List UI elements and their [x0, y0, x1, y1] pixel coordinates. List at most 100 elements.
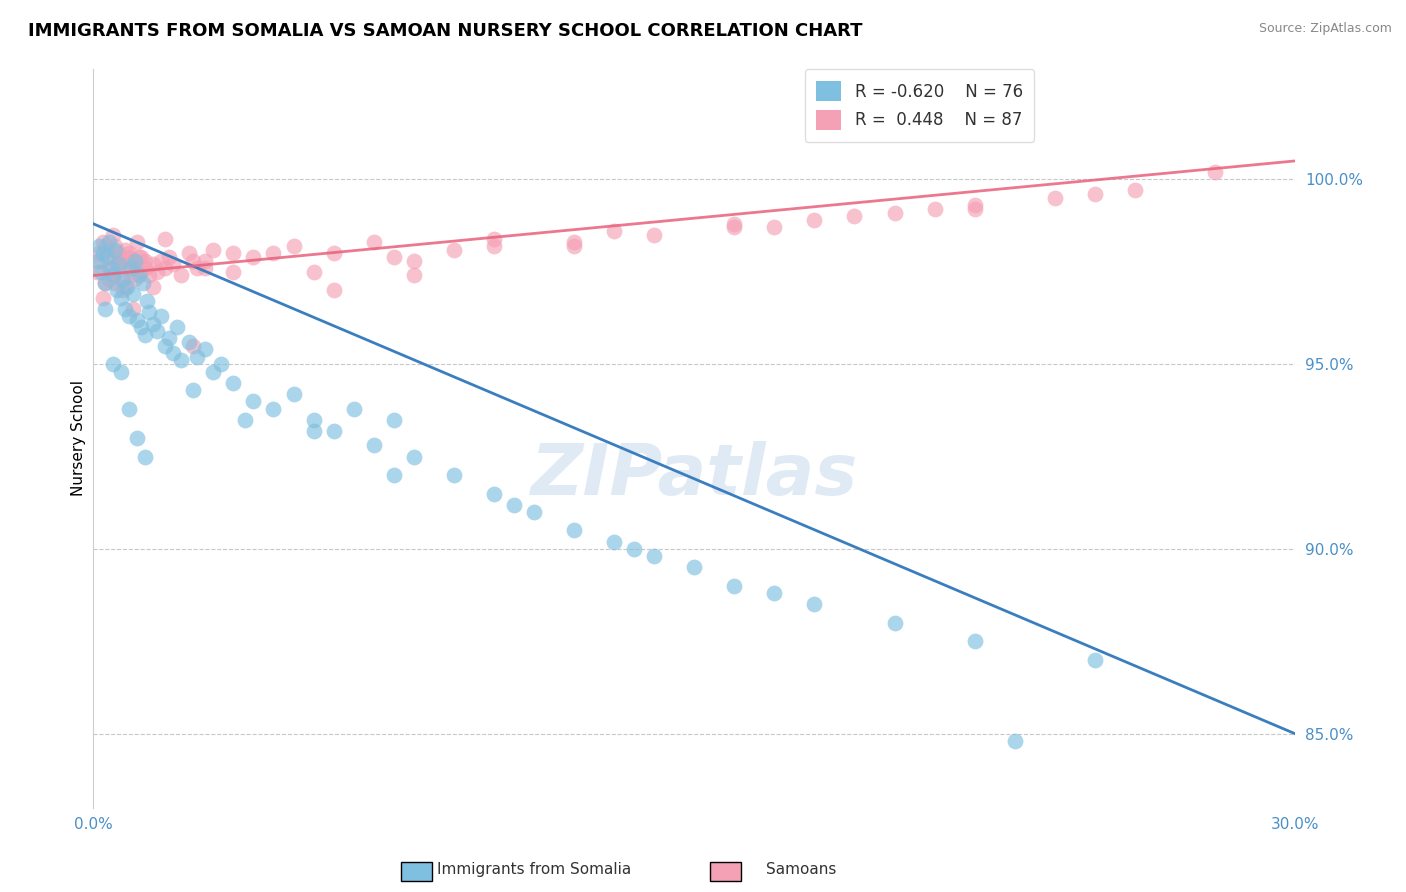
Point — [157, 331, 180, 345]
Point — [183, 339, 205, 353]
Point — [115, 279, 138, 293]
Point — [91, 235, 114, 250]
Point — [134, 261, 156, 276]
Point — [322, 283, 344, 297]
Point — [844, 210, 866, 224]
Text: IMMIGRANTS FROM SOMALIA VS SAMOAN NURSERY SCHOOL CORRELATION CHART: IMMIGRANTS FROM SOMALIA VS SAMOAN NURSER… — [28, 22, 863, 40]
Text: Immigrants from Somalia: Immigrants from Somalia — [437, 863, 631, 877]
Point — [1084, 653, 1107, 667]
Point — [963, 202, 986, 216]
Point — [138, 305, 160, 319]
Point — [643, 549, 665, 564]
Point — [482, 231, 505, 245]
Point — [142, 317, 165, 331]
Point — [110, 253, 132, 268]
Point — [104, 276, 127, 290]
Point — [150, 253, 173, 268]
Text: Source: ZipAtlas.com: Source: ZipAtlas.com — [1258, 22, 1392, 36]
Point — [118, 246, 141, 260]
Point — [104, 239, 127, 253]
Point — [146, 265, 169, 279]
Point — [122, 253, 145, 268]
Point — [108, 257, 131, 271]
Y-axis label: Nursery School: Nursery School — [72, 380, 86, 496]
Point — [138, 268, 160, 283]
Point — [402, 450, 425, 464]
Point — [763, 586, 786, 600]
Point — [443, 468, 465, 483]
Point — [382, 412, 405, 426]
Point — [322, 246, 344, 260]
Point — [103, 227, 125, 242]
Point — [363, 235, 385, 250]
Point — [94, 301, 117, 316]
Point — [94, 276, 117, 290]
Legend: R = -0.620    N = 76, R =  0.448    N = 87: R = -0.620 N = 76, R = 0.448 N = 87 — [804, 70, 1035, 142]
Point — [112, 253, 135, 268]
Point — [96, 250, 118, 264]
Point — [363, 438, 385, 452]
Point — [1084, 187, 1107, 202]
Point — [129, 265, 152, 279]
Point — [115, 261, 138, 276]
Point — [103, 268, 125, 283]
Point — [114, 301, 136, 316]
Point — [1043, 191, 1066, 205]
Text: ZIPatlas: ZIPatlas — [530, 441, 858, 509]
Point — [118, 250, 141, 264]
Point — [170, 268, 193, 283]
Point — [202, 365, 225, 379]
Point — [963, 634, 986, 648]
Point — [105, 283, 128, 297]
Point — [202, 243, 225, 257]
Point — [89, 246, 111, 260]
Point — [963, 198, 986, 212]
Point — [162, 257, 184, 271]
Point — [134, 327, 156, 342]
Point — [155, 261, 177, 276]
Point — [402, 253, 425, 268]
Point — [90, 253, 112, 268]
Point — [562, 235, 585, 250]
Point — [183, 383, 205, 397]
Point — [603, 534, 626, 549]
Point — [127, 261, 149, 276]
Point — [883, 205, 905, 219]
Point — [194, 261, 217, 276]
Point — [128, 250, 150, 264]
Point — [89, 239, 111, 253]
Point — [129, 250, 152, 264]
Point — [194, 253, 217, 268]
Point — [104, 243, 127, 257]
Text: Samoans: Samoans — [766, 863, 837, 877]
Point — [108, 246, 131, 260]
Point — [112, 272, 135, 286]
Point — [186, 350, 208, 364]
Point — [183, 253, 205, 268]
Point — [603, 224, 626, 238]
Point — [128, 268, 150, 283]
Point — [110, 365, 132, 379]
Point — [112, 283, 135, 297]
Point — [302, 424, 325, 438]
Point — [763, 220, 786, 235]
Point — [120, 261, 142, 276]
Point — [643, 227, 665, 242]
Point — [443, 243, 465, 257]
Point — [122, 287, 145, 301]
Point — [100, 250, 122, 264]
Point — [142, 257, 165, 271]
Point — [146, 324, 169, 338]
Point — [91, 246, 114, 260]
Point — [98, 235, 121, 250]
Point — [263, 401, 285, 416]
Point — [98, 261, 121, 276]
Point — [155, 339, 177, 353]
Point — [86, 265, 108, 279]
Point — [523, 505, 546, 519]
Point — [382, 250, 405, 264]
Point — [134, 450, 156, 464]
Point — [482, 486, 505, 500]
Point — [623, 541, 645, 556]
Point — [723, 579, 745, 593]
